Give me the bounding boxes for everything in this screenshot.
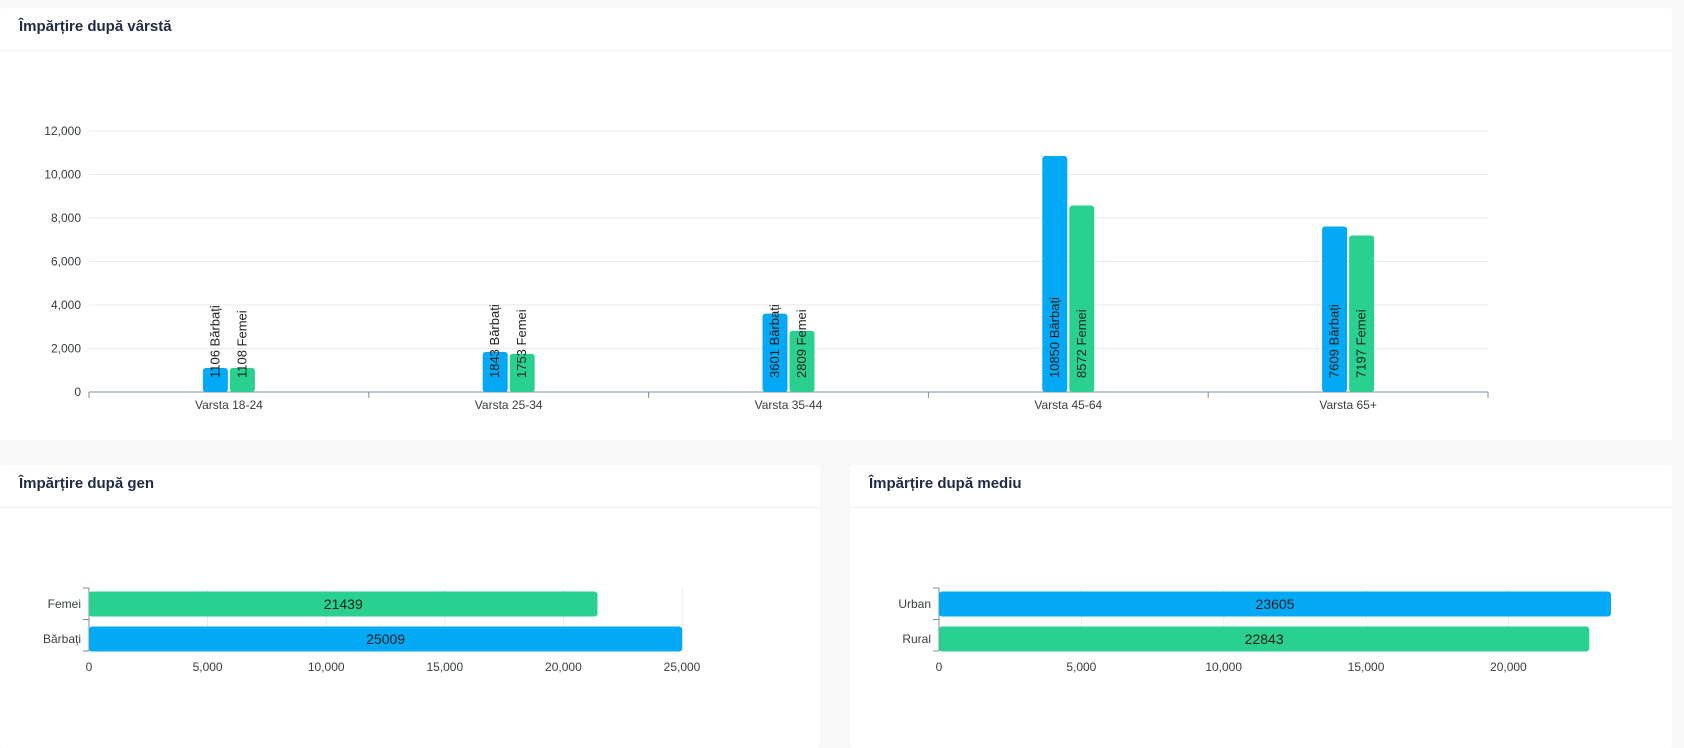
age-y-tick-label: 0 — [74, 385, 81, 399]
age-bar — [1349, 235, 1375, 392]
environment-card-divider — [850, 507, 1672, 508]
age-bar-data-label: 1108 Femei — [234, 310, 249, 378]
environment-x-tick-label: 10,000 — [1205, 660, 1242, 674]
gender-bar-chart: 0 5,000 10,000 15,000 20,000 25,000 21439 Femei… — [43, 587, 701, 674]
gender-y-tick-label: Femei — [48, 597, 81, 611]
age-bar-data-label: 10850 Bărbați — [1047, 297, 1062, 378]
age-y-tick-label: 12,000 — [44, 124, 81, 138]
age-bar-data-label: 8572 Femei — [1074, 309, 1089, 378]
age-x-tick-label: Varsta 35-44 — [755, 398, 823, 412]
age-bar-data-label: 7609 Bărbați — [1327, 304, 1342, 378]
environment-bar-data-label: 23605 — [1256, 596, 1295, 612]
gender-card-divider — [0, 507, 820, 508]
gender-x-tick-label: 0 — [86, 660, 93, 674]
age-y-tick-label: 6,000 — [51, 255, 81, 269]
environment-x-tick-label: 15,000 — [1348, 660, 1385, 674]
age-x-tick-label: Varsta 25-34 — [475, 398, 543, 412]
age-card-title: Împărțire după vârstă — [19, 18, 172, 35]
environment-y-tick-label: Urban — [898, 597, 931, 611]
age-y-tick-label: 8,000 — [51, 211, 81, 225]
gender-bar-data-label: 25009 — [366, 631, 405, 647]
age-bar-data-label: 1843 Bărbați — [487, 304, 502, 378]
environment-bar — [939, 626, 1590, 652]
age-bar-data-label: 7197 Femei — [1354, 309, 1369, 378]
age-x-tick-label: Varsta 65+ — [1319, 398, 1376, 412]
environment-x-tick-label: 20,000 — [1490, 660, 1527, 674]
environment-bar — [939, 591, 1611, 617]
environment-x-tick-label: 0 — [936, 660, 943, 674]
gender-x-tick-label: 15,000 — [426, 660, 463, 674]
age-bar — [762, 313, 788, 392]
age-y-tick-label: 10,000 — [44, 168, 81, 182]
age-bar-data-label: 3601 Bărbați — [767, 304, 782, 378]
age-y-tick-label: 4,000 — [51, 298, 81, 312]
age-x-tick-label: Varsta 45-64 — [1034, 398, 1102, 412]
gender-bar-data-label: 21439 — [324, 596, 363, 612]
age-bar — [1069, 205, 1095, 392]
age-bar — [1042, 156, 1068, 392]
age-x-tick-label: Varsta 18-24 — [195, 398, 263, 412]
gender-card: Împărțire după gen 0 5,000 10,000 15,000 20,… — [0, 465, 820, 748]
gender-x-tick-label: 20,000 — [545, 660, 582, 674]
environment-x-tick-label: 5,000 — [1066, 660, 1096, 674]
age-y-tick-label: 2,000 — [51, 342, 81, 356]
age-bar-chart: 0 2,000 4,000 6,000 8,000 10,000 12,000 Varsta … — [44, 124, 1489, 412]
age-bar — [1322, 226, 1348, 392]
environment-card-title: Împărțire după mediu — [869, 475, 1022, 492]
environment-bar-chart: 0 5,000 10,000 15,000 20,000 23605 Urban 22843 R… — [898, 587, 1611, 674]
age-card: Împărțire după vârstă 0 2,000 4,000 6,000 8,… — [0, 8, 1672, 440]
age-bar-data-label: 2809 Femei — [794, 309, 809, 378]
gender-x-tick-label: 25,000 — [664, 660, 701, 674]
age-bar-data-label: 1106 Bărbați — [207, 305, 222, 378]
age-bar-data-label: 1753 Femei — [514, 309, 529, 378]
age-bar — [229, 367, 255, 392]
environment-y-tick-label: Rural — [902, 632, 931, 646]
environment-bar-data-label: 22843 — [1245, 631, 1284, 647]
age-bar — [482, 351, 508, 392]
age-bar — [509, 353, 535, 392]
environment-card: Împărțire după mediu 0 5,000 10,000 15,000 2… — [850, 465, 1672, 748]
age-bar — [789, 330, 815, 392]
gender-x-tick-label: 5,000 — [193, 660, 223, 674]
age-card-divider — [0, 50, 1672, 51]
gender-y-tick-label: Bărbați — [43, 632, 81, 646]
gender-bar — [89, 626, 683, 652]
gender-card-title: Împărțire după gen — [19, 475, 155, 492]
gender-x-tick-label: 10,000 — [308, 660, 345, 674]
gender-bar — [89, 591, 598, 617]
age-bar — [202, 367, 228, 392]
